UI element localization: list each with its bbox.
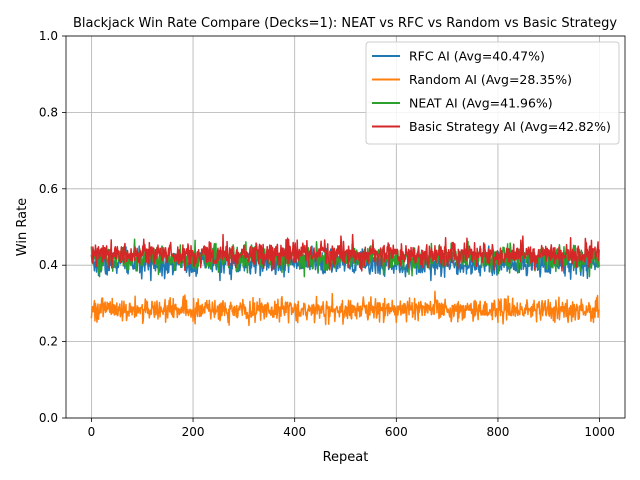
- legend-label: NEAT AI (Avg=41.96%): [409, 96, 553, 111]
- legend-label: RFC AI (Avg=40.47%): [409, 49, 545, 64]
- legend-label: Random AI (Avg=28.35%): [409, 72, 572, 87]
- legend: RFC AI (Avg=40.47%) Random AI (Avg=28.35%…: [365, 41, 620, 145]
- y-tick-label: 1.0: [39, 29, 58, 43]
- axes: 0 200 400 600 800 1000 0.0 0.2 0.4 0.6 0.8 1.0: [39, 29, 615, 439]
- x-tick-label: 1000: [584, 425, 615, 439]
- series-line: [90, 233, 600, 272]
- y-tick-label: 0.4: [39, 258, 58, 272]
- plot-frame: [65, 35, 626, 419]
- y-axis-label: Win Rate: [15, 198, 30, 256]
- legend-label: Basic Strategy AI (Avg=42.82%): [409, 119, 611, 134]
- x-tick-label: 600: [385, 425, 408, 439]
- y-tick-label: 0.8: [39, 105, 58, 119]
- chart-title: Blackjack Win Rate Compare (Decks=1): NE…: [73, 16, 617, 31]
- series-line: [90, 290, 600, 327]
- x-axis-label: Repeat: [323, 450, 369, 465]
- series-lines: [90, 233, 600, 327]
- x-tick-label: 0: [88, 425, 96, 439]
- x-tick-label: 400: [283, 425, 306, 439]
- y-tick-label: 0.2: [39, 335, 58, 349]
- x-tick-label: 200: [182, 425, 205, 439]
- x-tick-label: 800: [487, 425, 510, 439]
- y-tick-label: 0.0: [39, 411, 58, 425]
- legend-box: [365, 41, 620, 145]
- y-tick-label: 0.6: [39, 182, 58, 196]
